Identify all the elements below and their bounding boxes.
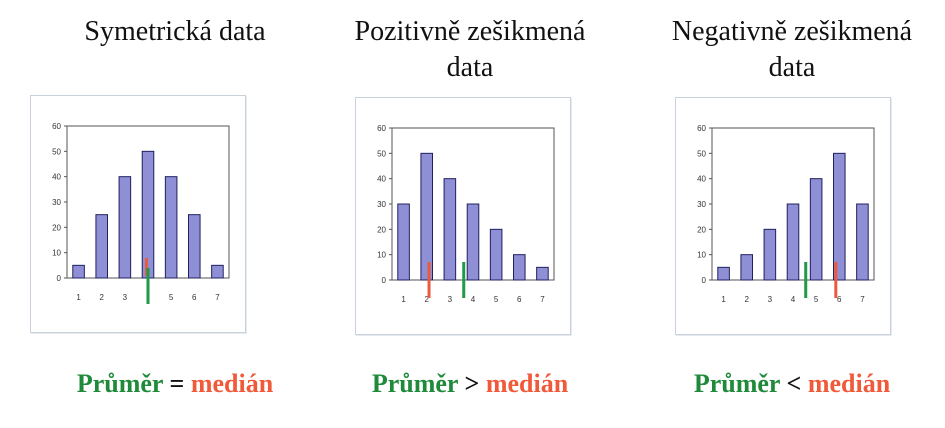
y-tick-label: 0 [702,276,707,285]
panel-title-line-1: Pozitivně zešikmená [354,16,586,47]
bar [443,178,457,281]
bar-chart-symmetric: 0 10 20 30 40 50 60 1 2 3 5 6 7 [52,122,230,304]
bar [420,152,434,281]
x-tick-label: 2 [99,293,104,302]
operator-equal: = [169,369,185,398]
y-tick-label: 60 [697,124,706,133]
median-label: medián [190,369,274,398]
x-tick-label: 1 [76,293,81,302]
bar [72,264,85,279]
caption-symmetric: Průměr = medián [25,368,325,400]
x-tick-label: 3 [768,295,773,304]
x-tick-label: 5 [494,295,499,304]
bar [833,152,846,281]
x-tick-label: 7 [540,295,545,304]
chart-frame: 0 10 20 30 40 50 60 1 2 3 4 5 6 7 [675,97,891,335]
caption-positive-skew: Průměr > medián [320,368,620,400]
median-label: medián [807,369,891,398]
chart-frame: 0 10 20 30 40 50 60 1 2 3 4 5 6 7 [355,97,571,335]
x-tick-label: 3 [448,295,453,304]
y-tick-label: 0 [57,274,62,283]
y-tick-label: 20 [377,225,386,234]
panel-title-line-2: data [768,52,816,83]
x-tick-label: 6 [517,295,522,304]
bar [489,228,503,281]
x-tick-label: 1 [401,295,406,304]
bar [118,176,132,279]
bar [513,254,526,281]
bar [717,266,730,281]
mean-label: Průměr [693,369,780,398]
panel-title-line-2: data [446,52,494,83]
y-tick-label: 40 [697,175,706,184]
median-label: medián [485,369,569,398]
x-tick-label: 2 [744,295,749,304]
panel-title-line-1: Symetrická data [84,16,266,47]
y-tick-label: 40 [377,175,386,184]
bar [763,228,777,281]
panel-title: Negativně zešikmená data [642,14,942,86]
bar [786,203,800,281]
y-tick-label: 60 [52,122,61,131]
y-tick-label: 50 [52,147,61,156]
y-tick-label: 30 [52,198,61,207]
bar [164,176,178,279]
x-tick-label: 6 [192,293,197,302]
y-tick-label: 50 [697,149,706,158]
x-tick-label: 7 [215,293,220,302]
x-tick-label: 1 [721,295,726,304]
x-tick-label: 4 [791,295,796,304]
y-tick-label: 20 [697,225,706,234]
panel-title: Pozitivně zešikmená data [320,14,620,86]
x-tick-label: 5 [169,293,174,302]
x-tick-label: 4 [471,295,476,304]
bar [397,203,410,281]
y-tick-label: 10 [377,251,386,260]
y-tick-label: 50 [377,149,386,158]
x-tick-label: 3 [123,293,128,302]
x-tick-label: 2 [424,295,429,304]
y-tick-label: 10 [52,249,61,258]
y-tick-label: 0 [382,276,387,285]
bar [809,178,823,281]
y-tick-label: 20 [52,223,61,232]
x-tick-label: 5 [814,295,819,304]
caption-negative-skew: Průměr < medián [642,368,942,400]
bar [188,214,201,279]
y-tick-label: 30 [697,200,706,209]
panel-title: Symetrická data [25,14,325,50]
bar [740,254,754,281]
y-tick-label: 60 [377,124,386,133]
y-tick-label: 10 [697,251,706,260]
bar [536,266,549,281]
panel-title-line-1: Negativně zešikmená [671,16,913,47]
mean-label: Průměr [371,369,458,398]
bar [466,203,480,281]
x-tick-label: 6 [837,295,842,304]
bar [856,203,869,281]
bar [95,214,109,279]
chart-frame: 0 10 20 30 40 50 60 1 2 3 5 6 7 [30,95,246,333]
mean-label: Průměr [76,369,163,398]
operator-less: < [786,369,802,398]
y-tick-label: 30 [377,200,386,209]
bar-chart-negative-skew: 0 10 20 30 40 50 60 1 2 3 4 5 6 7 [697,124,875,304]
y-tick-label: 40 [52,173,61,182]
operator-greater: > [464,369,480,398]
bar-chart-positive-skew: 0 10 20 30 40 50 60 1 2 3 4 5 6 7 [377,124,555,304]
bar [211,264,224,279]
x-tick-label: 7 [860,295,865,304]
